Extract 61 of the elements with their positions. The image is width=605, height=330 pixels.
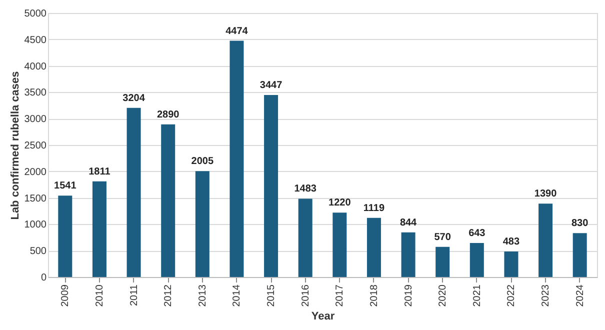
data-label: 1119 xyxy=(363,202,385,214)
x-tick-label: 2024 xyxy=(574,284,586,307)
data-label: 1220 xyxy=(328,198,352,209)
x-tick-label: 2010 xyxy=(94,284,106,307)
y-tick-label: 5000 xyxy=(24,8,47,20)
x-tick-label: 2022 xyxy=(506,284,518,307)
bar xyxy=(195,171,210,277)
data-label: 2890 xyxy=(156,109,180,120)
x-tick-label: 2016 xyxy=(300,284,312,307)
y-tick-label: 3000 xyxy=(24,114,47,126)
bar xyxy=(504,252,518,277)
data-label: 1483 xyxy=(294,184,317,195)
x-tick-label: 2019 xyxy=(403,284,414,307)
y-tick-label: 2500 xyxy=(24,140,47,152)
y-tick-label: 500 xyxy=(30,246,47,258)
y-tick-label: 4000 xyxy=(24,61,47,72)
y-tick-label: 1000 xyxy=(24,220,47,231)
data-label: 1390 xyxy=(534,188,558,200)
bar xyxy=(366,218,381,277)
data-label: 3447 xyxy=(260,80,283,91)
x-tick-label: 2017 xyxy=(334,284,346,307)
bar xyxy=(230,40,244,277)
x-tick-label: 2020 xyxy=(438,284,449,307)
data-label: 1541 xyxy=(54,180,77,192)
data-label: 3204 xyxy=(122,92,146,104)
y-tick-label: 0 xyxy=(40,272,47,284)
data-label: 570 xyxy=(434,232,452,243)
bar xyxy=(572,233,587,277)
x-tick-label: 2023 xyxy=(540,284,552,307)
data-label: 1811 xyxy=(88,166,111,178)
x-tick-label: 2011 xyxy=(128,284,140,306)
y-tick-label: 1500 xyxy=(24,193,47,204)
y-tick-label: 2000 xyxy=(24,166,47,178)
bar xyxy=(470,243,484,277)
x-tick-label: 2013 xyxy=(197,284,208,307)
bar xyxy=(264,95,278,277)
bar xyxy=(436,246,450,277)
x-tick-label: 2021 xyxy=(472,284,483,307)
x-axis-title: Year xyxy=(311,310,336,323)
x-tick-label: 2015 xyxy=(266,284,278,307)
x-tick-label: 2009 xyxy=(60,284,72,307)
x-tick-label: 2014 xyxy=(232,284,243,307)
data-label: 2005 xyxy=(191,156,214,168)
bar xyxy=(332,212,347,277)
bar xyxy=(58,196,72,277)
bar xyxy=(298,198,312,277)
data-label: 483 xyxy=(502,236,520,248)
data-label: 4474 xyxy=(226,26,248,37)
bar xyxy=(401,232,416,277)
data-label: 844 xyxy=(400,217,418,228)
y-axis-title: Lab confirmed rubella cases xyxy=(9,71,22,220)
y-tick-label: 4500 xyxy=(24,34,47,46)
bar xyxy=(538,204,553,277)
x-tick-label: 2012 xyxy=(163,284,174,307)
y-tick-label: 3500 xyxy=(24,88,47,99)
data-label: 830 xyxy=(572,218,589,230)
bar xyxy=(161,124,176,277)
bar xyxy=(126,108,141,277)
bar xyxy=(92,181,106,277)
data-label: 643 xyxy=(468,228,486,240)
x-tick-label: 2018 xyxy=(368,284,380,307)
